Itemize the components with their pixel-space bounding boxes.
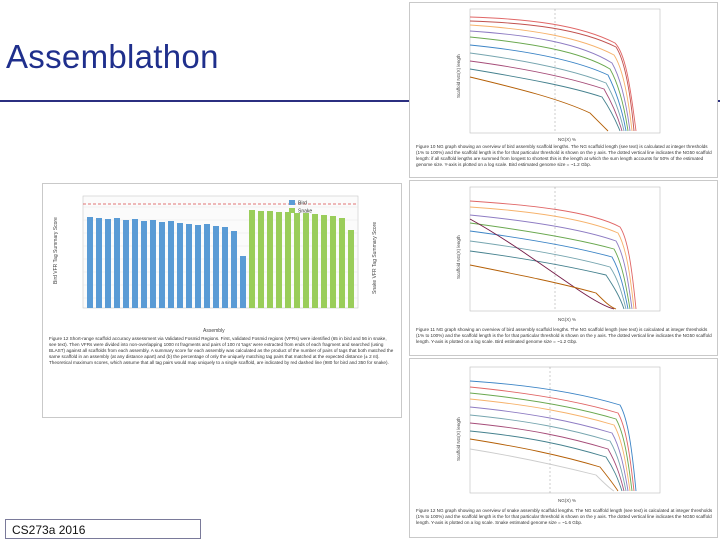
ng-figure-1-caption: Figure 10 NG graph showing an overview o… bbox=[416, 144, 712, 167]
ng-chart-1-curves bbox=[469, 16, 637, 132]
ng2-x-axis-label: NG(X) % bbox=[558, 317, 576, 322]
ng-figure-3-panel: Scaffold NG(X) length NG(X) % Figure 12 … bbox=[409, 358, 718, 538]
ng2-y-axis-label: Scaffold NG(X) length bbox=[456, 235, 461, 279]
bar-left-axis-label: Bird VFR Tag Summary Score bbox=[53, 217, 59, 284]
slide-title: Assemblathon bbox=[6, 38, 219, 75]
ng-figure-1-panel: Scaffold NG(X) length NG(X) % Figure 10 … bbox=[409, 2, 718, 178]
ng3-x-axis-label: NG(X) % bbox=[558, 498, 576, 503]
title-divider bbox=[0, 100, 720, 102]
ng-chart-3: Scaffold NG(X) length NG(X) % bbox=[456, 366, 661, 503]
ng1-x-axis-label: NG(X) % bbox=[558, 137, 576, 142]
bar-chart: Bird VFR Tag Summary Score Snake VFR Tag… bbox=[53, 195, 378, 334]
slide-footer: CS273a 2016 bbox=[5, 519, 201, 539]
legend-bird-label: Bird bbox=[298, 201, 307, 207]
ng-chart-3-curves bbox=[469, 380, 637, 492]
bar-figure-caption: Figure 12 Short-range scaffold accuracy … bbox=[49, 336, 394, 365]
ng-figure-2-panel: Scaffold NG(X) length NG(X) % Figure 11 … bbox=[409, 180, 718, 356]
legend-snake-label: Snake bbox=[298, 209, 312, 215]
snake-bars bbox=[249, 210, 354, 308]
bar-right-axis-label: Snake VFR Tag Summary Score bbox=[372, 222, 378, 294]
bar-x-axis-label: Assembly bbox=[203, 328, 225, 334]
ng-chart-2: Scaffold NG(X) length NG(X) % bbox=[456, 186, 661, 322]
ng-figure-2-caption: Figure 11 NG graph showing an overview o… bbox=[416, 327, 712, 344]
legend-bird-swatch bbox=[289, 200, 295, 205]
ng-figure-3-caption: Figure 12 NG graph showing an overview o… bbox=[416, 508, 713, 525]
ng-chart-2-curves bbox=[469, 200, 637, 310]
legend-snake-swatch bbox=[289, 208, 295, 213]
bar-figure-panel: Bird VFR Tag Summary Score Snake VFR Tag… bbox=[42, 183, 402, 418]
bird-bars bbox=[87, 217, 246, 308]
ng-chart-1: Scaffold NG(X) length NG(X) % bbox=[456, 8, 661, 142]
ng1-y-axis-label: Scaffold NG(X) length bbox=[456, 54, 461, 98]
ng3-y-axis-label: Scaffold NG(X) length bbox=[456, 417, 461, 461]
